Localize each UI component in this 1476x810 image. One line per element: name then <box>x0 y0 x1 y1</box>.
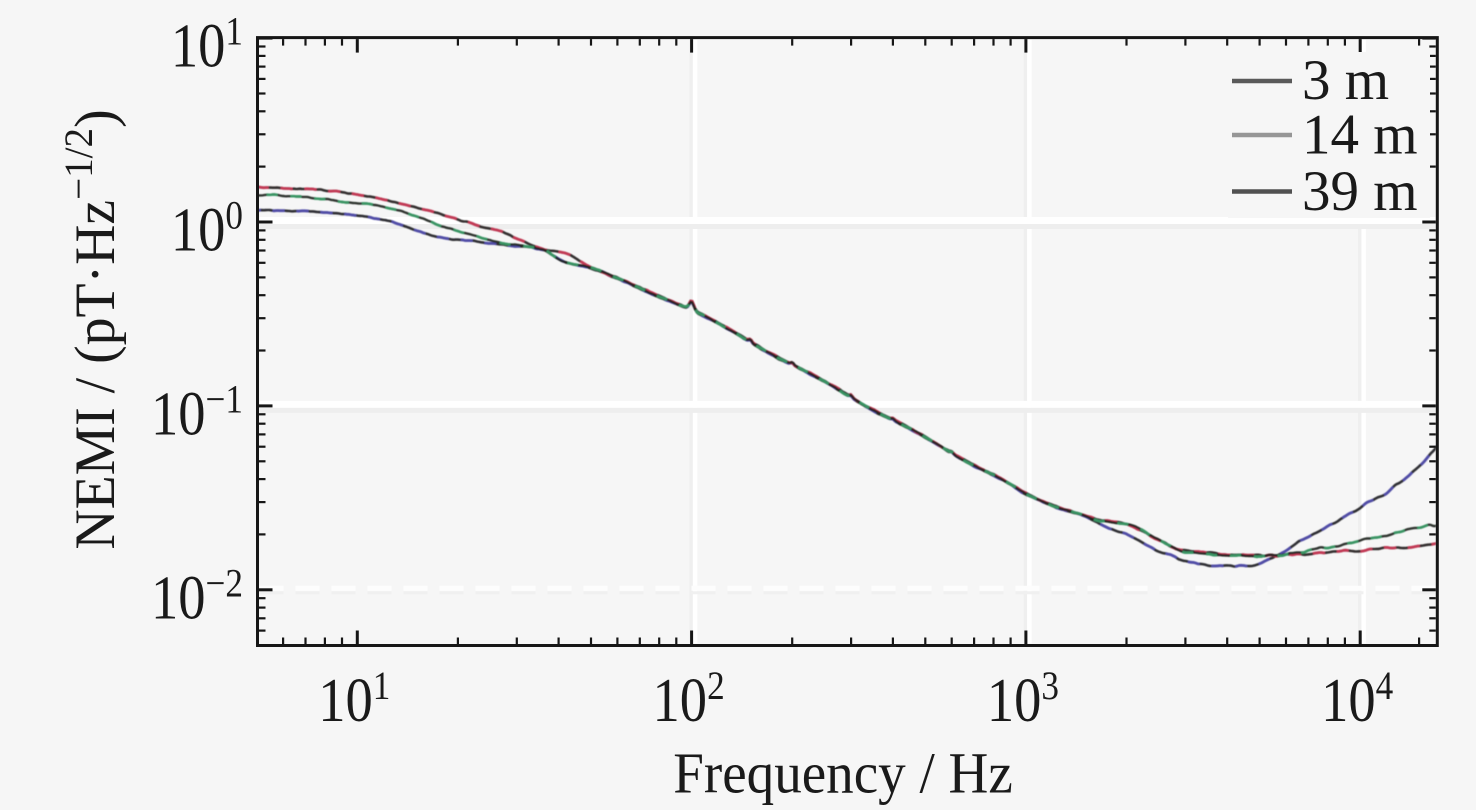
svg-text:14 m: 14 m <box>1302 104 1418 167</box>
svg-text:Frequency / Hz: Frequency / Hz <box>673 742 1013 806</box>
svg-text:39 m: 39 m <box>1302 160 1418 223</box>
svg-text:3 m: 3 m <box>1302 49 1389 112</box>
